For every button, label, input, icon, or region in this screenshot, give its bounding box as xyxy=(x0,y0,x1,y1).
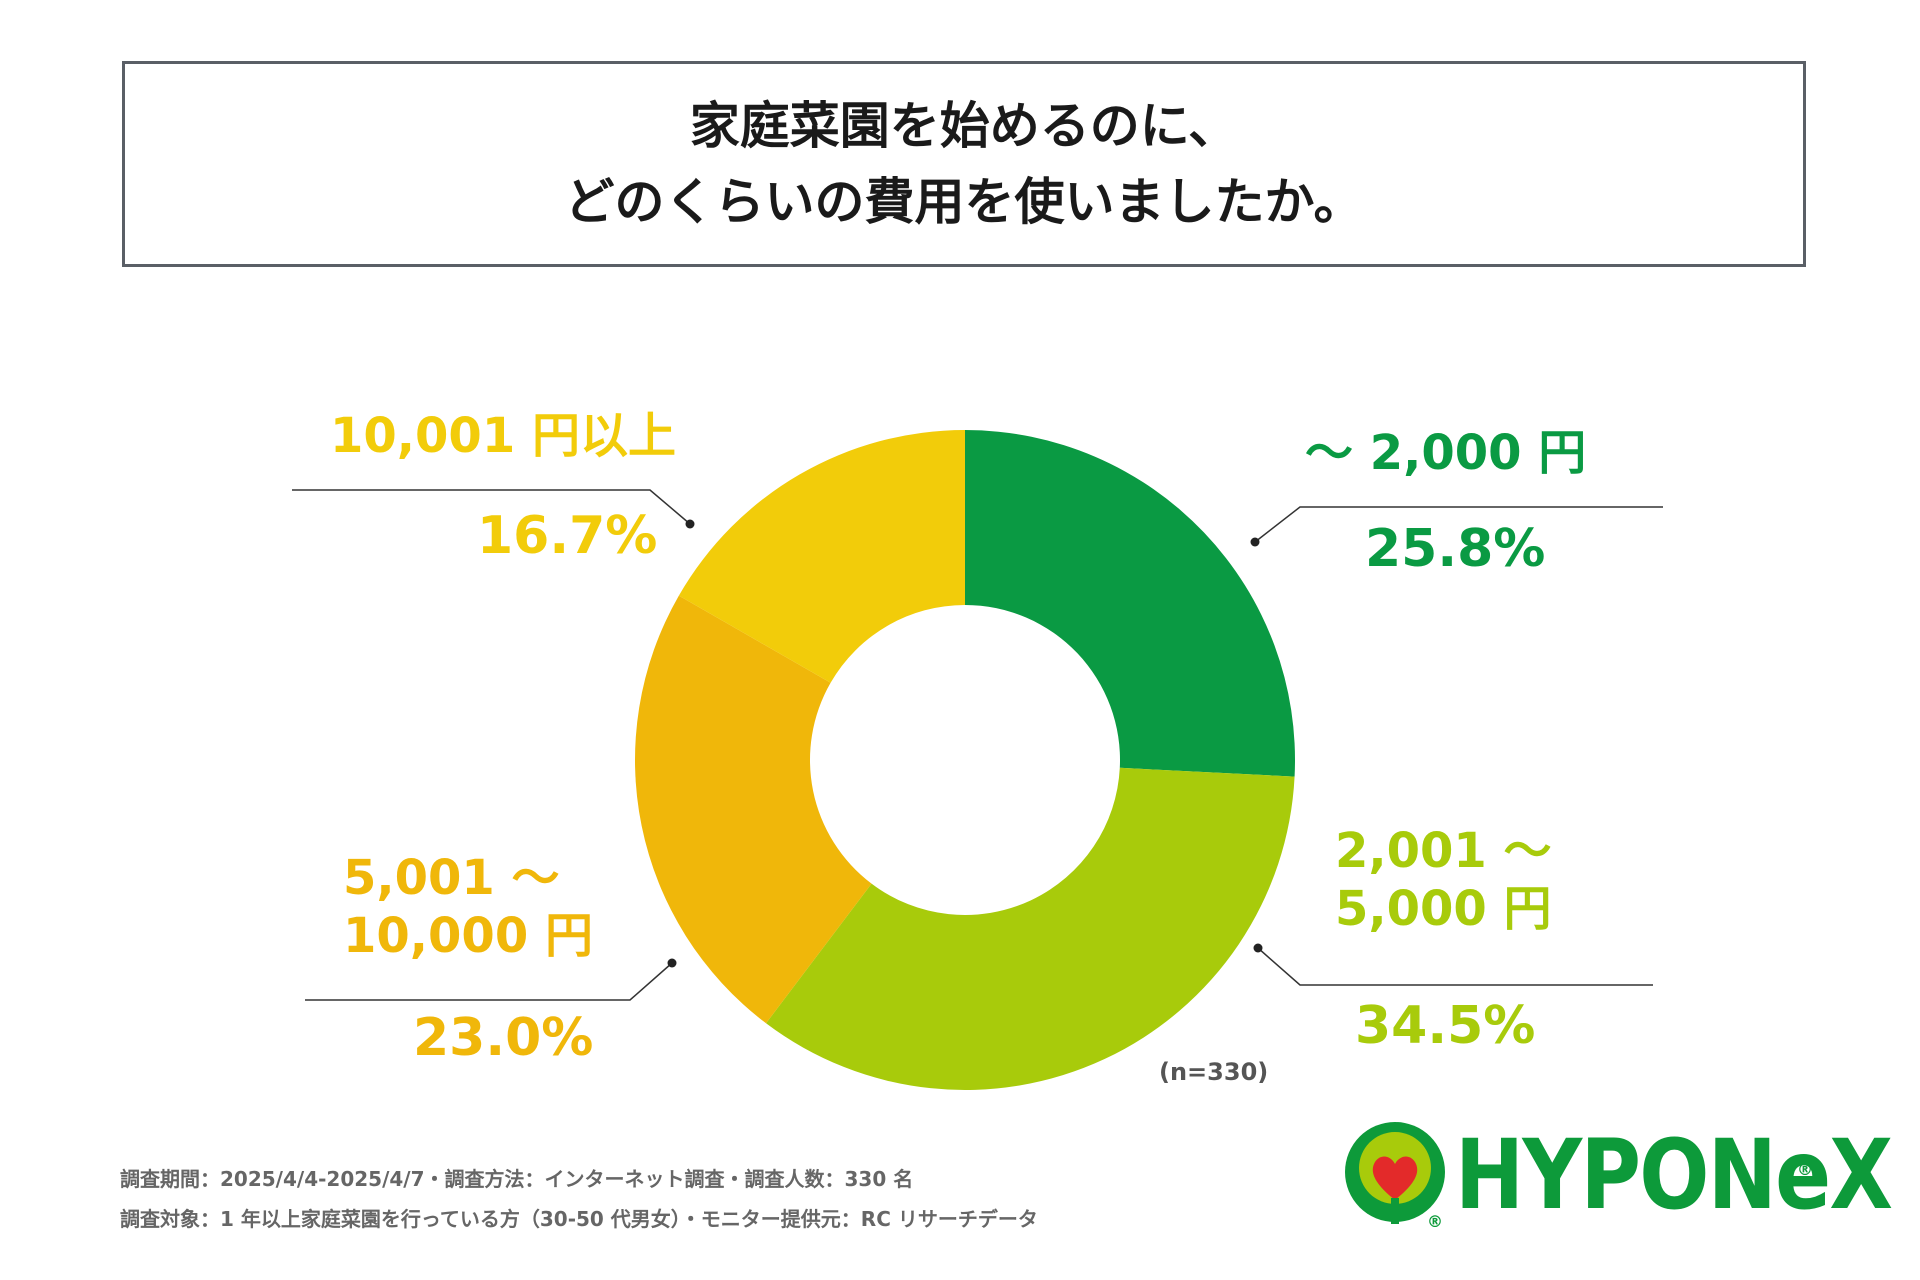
hyponex-logo: HYPONeX ® ® xyxy=(1335,1120,1893,1231)
leader-line-3 xyxy=(292,489,691,525)
category-label-2: 5,001 ～ 10,000 円 xyxy=(343,850,593,965)
value-label-2: 23.0% xyxy=(413,1008,594,1068)
leader-dot-3 xyxy=(685,519,695,529)
leader-line-1 xyxy=(1257,947,1653,986)
category-label-line: 2,001 ～ xyxy=(1335,823,1552,879)
category-label-3: 10,001 円以上 xyxy=(330,408,676,466)
category-label-1: 2,001 ～ 5,000 円 xyxy=(1335,823,1552,938)
pie-slice-3 xyxy=(678,430,965,683)
value-label-1: 34.5% xyxy=(1355,996,1536,1056)
footer-line-1: 調査期間：2025/4/4-2025/4/7・調査方法：インターネット調査・調査… xyxy=(120,1167,914,1191)
value-label-0: 25.8% xyxy=(1365,519,1546,579)
value-label-3: 16.7% xyxy=(477,506,658,566)
title-box: 家庭菜園を始めるのに、 どのくらいの費用を使いましたか。 xyxy=(122,61,1806,267)
leader-dot-0 xyxy=(1250,537,1260,547)
category-label-line: 10,001 円以上 xyxy=(330,408,676,464)
pie-slice-0 xyxy=(965,430,1295,777)
footer-line-2: 調査対象：1 年以上家庭菜園を行っている方（30-50 代男女）・モニター提供元… xyxy=(120,1207,1038,1231)
reg-mark-1: ® xyxy=(1427,1212,1443,1231)
logo-text: HYPONeX xyxy=(1455,1119,1893,1231)
leader-dot-1 xyxy=(1253,943,1263,953)
category-label-line: 5,001 ～ xyxy=(343,850,560,906)
category-label-line: ～ 2,000 円 xyxy=(1305,425,1587,481)
leader-dot-2 xyxy=(667,958,677,968)
reg-mark-2: ® xyxy=(1797,1160,1813,1179)
category-label-line: 5,000 円 xyxy=(1335,880,1552,937)
pie-slice-1 xyxy=(766,767,1295,1090)
category-label-line: 10,000 円 xyxy=(343,907,593,964)
leader-line-0 xyxy=(1254,506,1663,543)
sample-size-note: (n=330) xyxy=(1159,1058,1269,1086)
leader-line-2 xyxy=(305,962,673,1001)
pie-slice-2 xyxy=(635,595,872,1024)
chart-title-line-1: 家庭菜園を始めるのに、 xyxy=(689,97,1239,155)
chart-title-line-2: どのくらいの費用を使いましたか。 xyxy=(564,173,1364,231)
tree-heart-icon xyxy=(1345,1122,1445,1224)
category-label-0: ～ 2,000 円 xyxy=(1305,425,1586,483)
